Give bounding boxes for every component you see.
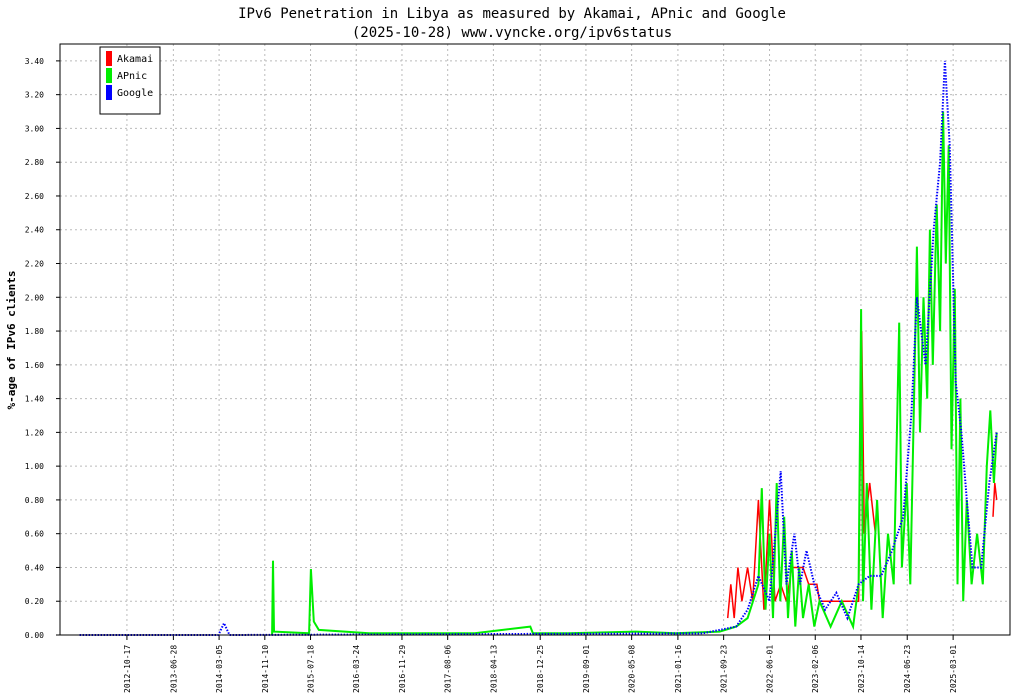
x-tick-label: 2024-06-23 (903, 645, 912, 693)
x-tick-label: 2014-03-05 (215, 645, 224, 693)
x-tick-label: 2021-09-23 (720, 645, 729, 693)
legend: Akamai APnic Google (99, 46, 161, 115)
x-tick-label: 2017-08-06 (444, 645, 453, 693)
grid: 0.00 0.20 0.40 0.60 0.80 1.00 1.20 1.40 1.60 1.80… (25, 44, 1010, 693)
y-tick-label: 2.40 (25, 226, 44, 235)
y-tick-label: 0.60 (25, 530, 44, 539)
y-tick-label: 2.60 (25, 192, 44, 201)
y-tick-label: 1.80 (25, 327, 44, 336)
y-tick-label: 1.20 (25, 428, 44, 437)
y-tick-label: 1.00 (25, 462, 44, 471)
plot-area (79, 60, 998, 637)
y-tick-label: 0.20 (25, 597, 44, 606)
x-tick-label: 2020-05-08 (628, 645, 637, 693)
x-tick-label: 2023-02-06 (811, 645, 820, 693)
legend-swatch (106, 51, 112, 66)
legend-label: Google (117, 88, 153, 99)
y-tick-label: 3.20 (25, 91, 44, 100)
plot-frame (59, 43, 1011, 636)
legend-label: APnic (117, 71, 147, 82)
y-tick-label: 1.60 (25, 361, 44, 370)
chart-subtitle: (2025-10-28) www.vyncke.org/ipv6status (352, 25, 672, 41)
y-tick-label: 0.00 (25, 631, 44, 640)
legend-swatch (106, 85, 112, 100)
x-tick-label: 2013-06-28 (169, 645, 178, 693)
x-tick-label: 2016-11-29 (398, 645, 407, 693)
y-tick-label: 2.80 (25, 158, 44, 167)
x-tick-label: 2018-12-25 (536, 645, 545, 693)
y-tick-label: 3.40 (25, 57, 44, 66)
y-tick-label: 1.40 (25, 395, 44, 404)
x-tick-label: 2021-01-16 (674, 645, 683, 693)
legend-swatch (106, 68, 112, 83)
legend-label: Akamai (117, 54, 153, 65)
y-tick-label: 3.00 (25, 124, 44, 133)
y-tick-label: 0.40 (25, 563, 44, 572)
x-tick-label: 2025-03-01 (949, 645, 958, 693)
x-tick-label: 2015-07-18 (307, 645, 316, 693)
x-tick-label: 2022-06-01 (766, 645, 775, 693)
y-tick-label: 2.20 (25, 260, 44, 269)
y-axis-label: %-age of IPv6 clients (5, 270, 18, 409)
series-line (79, 60, 998, 637)
x-tick-label: 2016-03-24 (352, 645, 361, 693)
chart-title: IPv6 Penetration in Libya as measured by… (238, 6, 786, 22)
x-tick-label: 2019-09-01 (582, 645, 591, 693)
y-tick-label: 0.80 (25, 496, 44, 505)
x-tick-label: 2023-10-14 (857, 645, 866, 693)
x-tick-label: 2014-11-10 (261, 645, 270, 693)
x-tick-label: 2012-10-17 (123, 645, 132, 693)
x-tick-label: 2018-04-13 (489, 645, 498, 693)
y-tick-label: 2.00 (25, 293, 44, 302)
